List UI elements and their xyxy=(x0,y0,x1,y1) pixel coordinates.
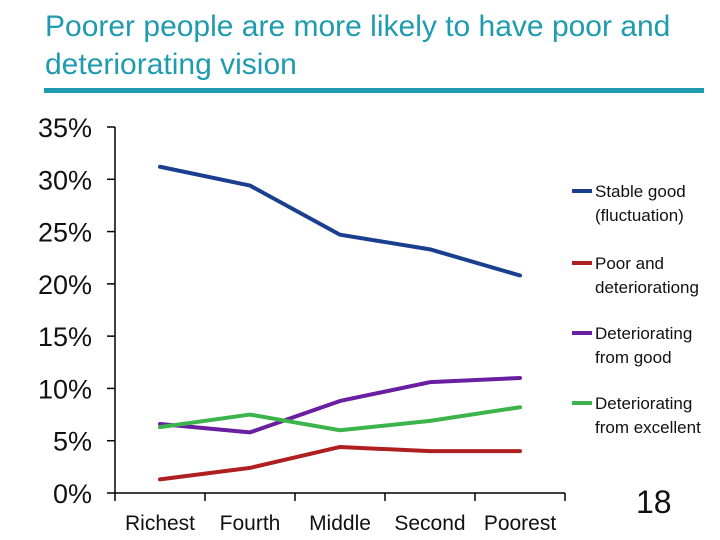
x-tick-label: Poorest xyxy=(484,512,557,535)
y-tick-label: 10% xyxy=(38,374,92,404)
x-tick-label: Richest xyxy=(125,512,195,535)
legend-label-line: from excellent xyxy=(595,418,701,437)
y-tick-label: 0% xyxy=(53,479,92,509)
legend-label: Poor and deteriorationg xyxy=(595,254,699,297)
x-axis-tick-labels: Richest Fourth Middle Second Poorest xyxy=(125,512,556,535)
y-tick-label: 15% xyxy=(38,322,92,352)
legend-item-stable-good-fluctuation: Stable good (fluctuation) xyxy=(572,182,686,225)
slide-title: Poorer people are more likely to have po… xyxy=(45,10,671,81)
y-tick-label: 25% xyxy=(38,218,92,248)
series-line-stable-good-fluctuation xyxy=(158,164,522,278)
legend-label-line: Stable good xyxy=(595,182,686,201)
x-tick-label: Fourth xyxy=(220,512,281,535)
title-divider xyxy=(44,88,704,93)
legend-label-line: Poor and xyxy=(595,254,664,273)
series-line-poor-and-deteriorationg xyxy=(158,444,522,482)
series-line-deteriorating-from-excellent xyxy=(158,405,522,433)
y-tick-label: 30% xyxy=(38,165,92,195)
x-tick-label: Second xyxy=(394,512,465,535)
legend-label-line: Deteriorating xyxy=(595,394,692,413)
legend-label-line: deteriorationg xyxy=(595,278,699,297)
legend-label-line: from good xyxy=(595,348,672,367)
y-tick-label: 35% xyxy=(38,113,92,143)
legend-label: Stable good (fluctuation) xyxy=(595,182,686,225)
y-axis-tick-labels: 0% 5% 10% 15% 20% 25% 30% 35% xyxy=(38,113,92,509)
y-tick-label: 5% xyxy=(53,427,92,457)
chart-axes xyxy=(107,126,566,501)
y-tick-label: 20% xyxy=(38,270,92,300)
legend-label-line: (fluctuation) xyxy=(595,206,684,225)
series-line-deteriorating-from-good xyxy=(158,375,522,435)
legend-item-poor-and-deteriorationg: Poor and deteriorationg xyxy=(572,254,699,297)
legend-label-line: Deteriorating xyxy=(595,324,692,343)
page-number: 18 xyxy=(636,484,672,520)
legend-item-deteriorating-from-good: Deteriorating from good xyxy=(572,324,692,367)
chart-legend: Stable good (fluctuation) Poor and deterior… xyxy=(572,182,701,437)
legend-label: Deteriorating from excellent xyxy=(595,394,701,437)
legend-item-deteriorating-from-excellent: Deteriorating from excellent xyxy=(572,394,701,437)
legend-label: Deteriorating from good xyxy=(595,324,692,367)
series-lines xyxy=(158,164,522,482)
x-tick-label: Middle xyxy=(309,512,371,535)
